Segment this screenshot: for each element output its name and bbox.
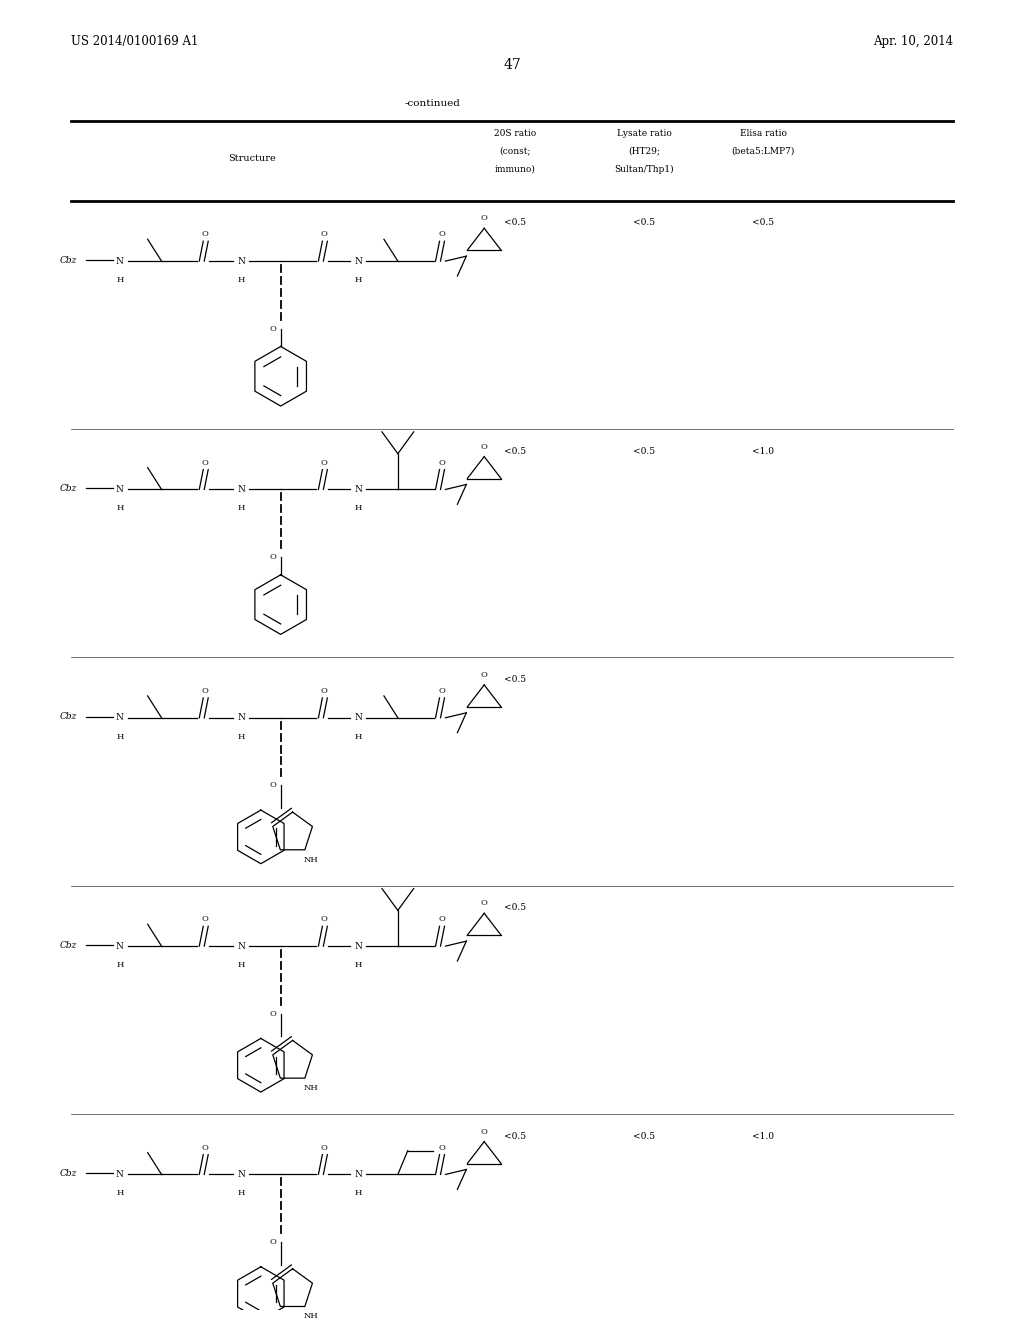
Text: N: N <box>237 713 245 722</box>
Text: 47: 47 <box>503 58 521 71</box>
Text: Structure: Structure <box>228 154 275 164</box>
Text: N: N <box>116 941 124 950</box>
Text: <0.5: <0.5 <box>752 218 774 227</box>
Text: O: O <box>321 230 328 239</box>
Text: H: H <box>238 276 245 284</box>
Text: O: O <box>269 781 276 789</box>
Text: H: H <box>354 276 361 284</box>
Text: O: O <box>438 230 445 239</box>
Text: N: N <box>237 484 245 494</box>
Text: O: O <box>321 915 328 923</box>
Text: N: N <box>354 1170 362 1179</box>
Text: (HT29;: (HT29; <box>628 147 660 156</box>
Text: immuno): immuno) <box>495 165 536 174</box>
Text: <0.5: <0.5 <box>504 903 526 912</box>
Text: O: O <box>269 325 276 333</box>
Text: <0.5: <0.5 <box>504 1131 526 1140</box>
Text: NH: NH <box>303 1084 317 1092</box>
Text: Cbz: Cbz <box>59 713 77 721</box>
Text: H: H <box>116 1189 124 1197</box>
Text: N: N <box>237 256 245 265</box>
Text: Elisa ratio: Elisa ratio <box>739 129 786 139</box>
Text: O: O <box>202 1143 209 1151</box>
Text: <0.5: <0.5 <box>633 1131 655 1140</box>
Text: (const;: (const; <box>500 147 530 156</box>
Text: O: O <box>269 1238 276 1246</box>
Text: (beta5:LMP7): (beta5:LMP7) <box>731 147 795 156</box>
Text: O: O <box>321 686 328 694</box>
Text: N: N <box>237 941 245 950</box>
Text: O: O <box>269 1010 276 1018</box>
Text: H: H <box>238 504 245 512</box>
Text: <0.5: <0.5 <box>633 218 655 227</box>
Text: N: N <box>237 1170 245 1179</box>
Text: H: H <box>354 733 361 741</box>
Text: N: N <box>116 1170 124 1179</box>
Text: Cbz: Cbz <box>59 484 77 492</box>
Text: H: H <box>354 504 361 512</box>
Text: Cbz: Cbz <box>59 941 77 949</box>
Text: O: O <box>321 458 328 466</box>
Text: O: O <box>202 230 209 239</box>
Text: H: H <box>116 733 124 741</box>
Text: O: O <box>438 458 445 466</box>
Text: Sultan/Thp1): Sultan/Thp1) <box>614 165 674 174</box>
Text: 20S ratio: 20S ratio <box>494 129 537 139</box>
Text: US 2014/0100169 A1: US 2014/0100169 A1 <box>72 34 199 48</box>
Text: Cbz: Cbz <box>59 256 77 264</box>
Text: <1.0: <1.0 <box>753 1131 774 1140</box>
Text: -continued: -continued <box>404 99 461 108</box>
Text: N: N <box>354 941 362 950</box>
Text: O: O <box>480 899 487 907</box>
Text: O: O <box>321 1143 328 1151</box>
Text: H: H <box>116 504 124 512</box>
Text: <0.5: <0.5 <box>633 446 655 455</box>
Text: <0.5: <0.5 <box>504 446 526 455</box>
Text: O: O <box>202 458 209 466</box>
Text: O: O <box>480 1127 487 1135</box>
Text: H: H <box>238 1189 245 1197</box>
Text: O: O <box>480 214 487 222</box>
Text: H: H <box>238 733 245 741</box>
Text: N: N <box>354 484 362 494</box>
Text: <1.0: <1.0 <box>753 446 774 455</box>
Text: N: N <box>116 484 124 494</box>
Text: N: N <box>354 713 362 722</box>
Text: O: O <box>269 553 276 561</box>
Text: O: O <box>202 686 209 694</box>
Text: NH: NH <box>303 855 317 863</box>
Text: Apr. 10, 2014: Apr. 10, 2014 <box>872 34 952 48</box>
Text: O: O <box>438 1143 445 1151</box>
Text: <0.5: <0.5 <box>504 675 526 684</box>
Text: O: O <box>480 442 487 450</box>
Text: H: H <box>116 276 124 284</box>
Text: Cbz: Cbz <box>59 1170 77 1177</box>
Text: O: O <box>202 915 209 923</box>
Text: N: N <box>116 713 124 722</box>
Text: N: N <box>354 256 362 265</box>
Text: <0.5: <0.5 <box>504 218 526 227</box>
Text: O: O <box>438 915 445 923</box>
Text: Lysate ratio: Lysate ratio <box>616 129 672 139</box>
Text: NH: NH <box>303 1312 317 1320</box>
Text: N: N <box>116 256 124 265</box>
Text: H: H <box>238 961 245 969</box>
Text: O: O <box>480 671 487 678</box>
Text: H: H <box>354 1189 361 1197</box>
Text: H: H <box>354 961 361 969</box>
Text: O: O <box>438 686 445 694</box>
Text: H: H <box>116 961 124 969</box>
